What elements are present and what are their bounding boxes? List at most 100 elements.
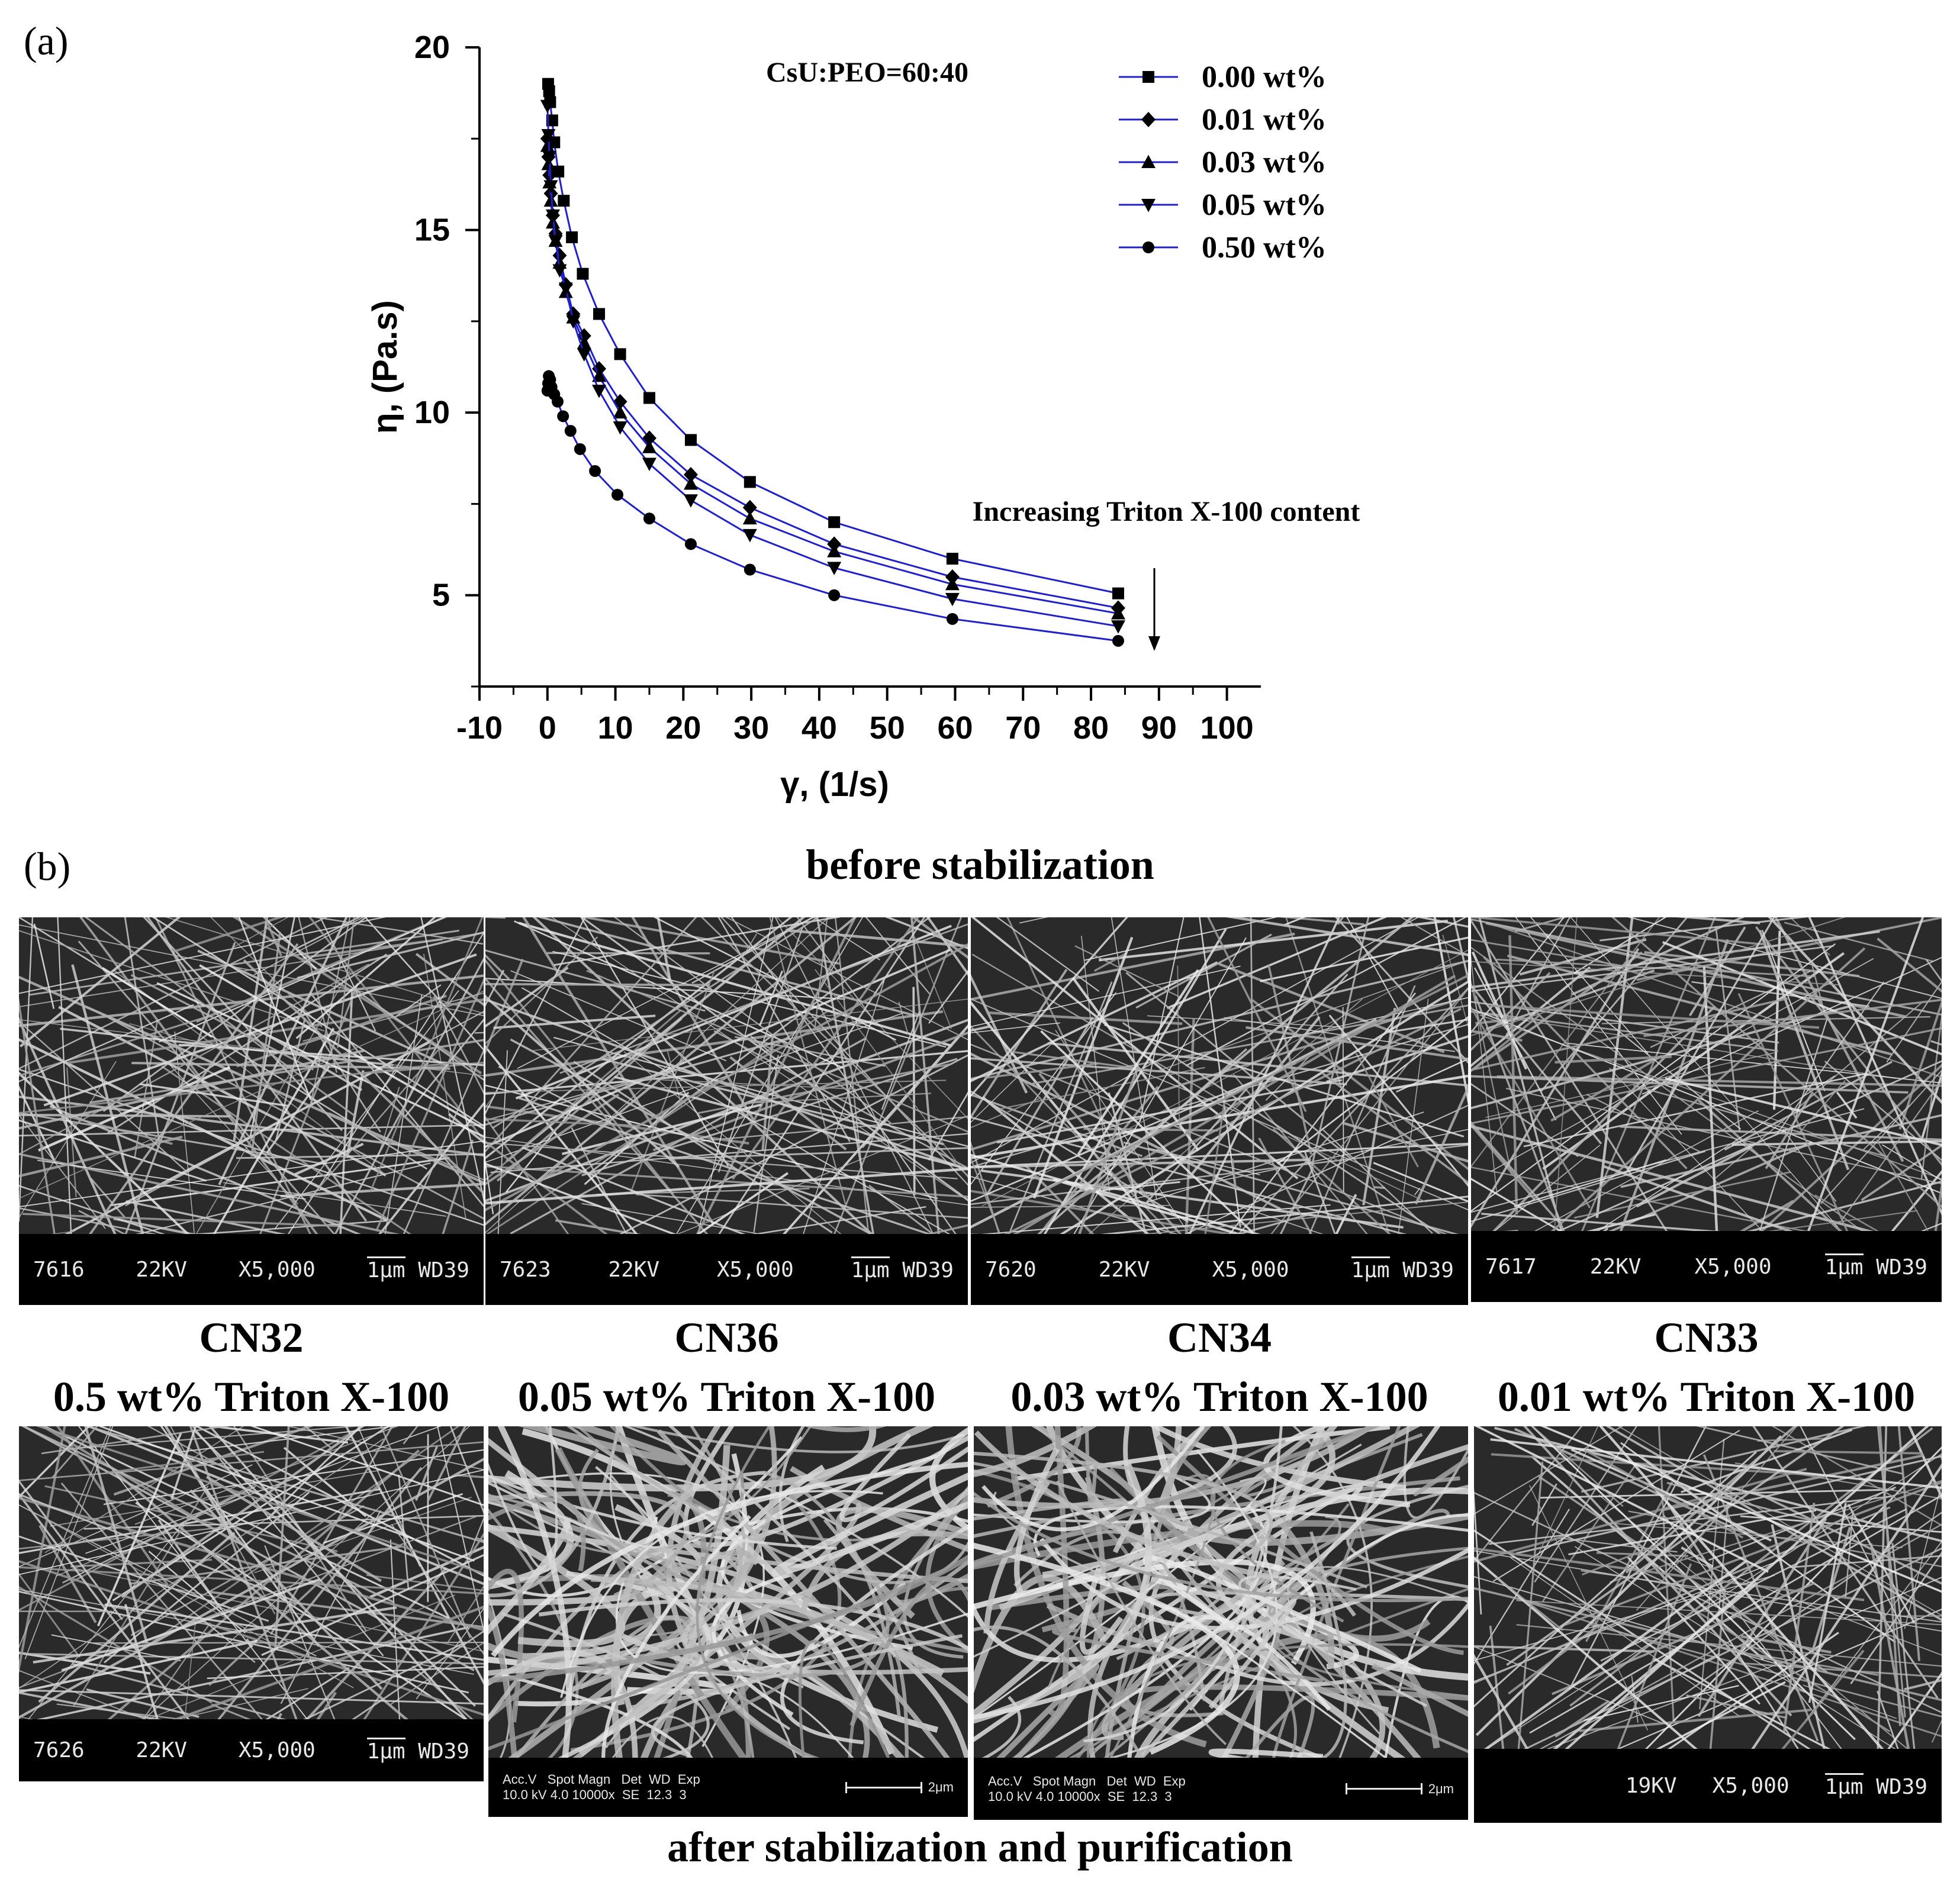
sem-fiber-texture: [1471, 917, 1942, 1231]
nanofiber: [1681, 1546, 1714, 1568]
nanofiber: [911, 917, 968, 959]
nanofiber: [287, 932, 484, 1234]
nanofiber: [88, 943, 299, 1234]
nanofiber: [1471, 1029, 1523, 1042]
nanofiber: [1483, 1559, 1748, 1749]
nanofiber: [1897, 1426, 1920, 1661]
nanofiber: [488, 1554, 968, 1684]
nanofiber: [1841, 1079, 1942, 1220]
nanofiber: [1079, 1567, 1124, 1655]
nanofiber: [19, 1469, 484, 1575]
nanofiber: [555, 1219, 642, 1234]
nanofiber: [1187, 1016, 1321, 1179]
sem-image-cn32-after: 7626 22KV X5,000 1μm WD39: [19, 1426, 484, 1781]
nanofiber: [1695, 1426, 1903, 1475]
nanofiber: [328, 1112, 484, 1181]
nanofiber: [1044, 974, 1468, 1192]
nanofiber: [1581, 1541, 1664, 1576]
nanofiber: [1494, 1145, 1601, 1231]
nanofiber: [1600, 1508, 1907, 1662]
nanofiber: [490, 1133, 968, 1174]
nanofiber: [1292, 1426, 1373, 1758]
nanofiber: [22, 1213, 338, 1227]
caption-code: CN34: [1167, 1314, 1272, 1361]
nanofiber: [152, 917, 484, 1127]
x-tick-label: 90: [1141, 710, 1177, 746]
sem-scale: 1μm: [1824, 1253, 1864, 1280]
nanofiber: [1516, 1600, 1942, 1626]
nanofiber: [485, 936, 598, 1045]
nanofiber: [55, 1491, 258, 1577]
nanofiber: [60, 1113, 173, 1145]
nanofiber: [696, 1172, 788, 1234]
nanofiber: [1534, 1110, 1759, 1231]
caption-code: CN32: [199, 1314, 304, 1361]
nanofiber: [172, 1605, 484, 1719]
nanofiber: [771, 1472, 968, 1577]
nanofiber: [19, 990, 484, 1199]
nanofiber: [538, 1598, 968, 1651]
nanofiber: [559, 923, 968, 1074]
nanofiber: [1056, 1480, 1227, 1745]
sem-info-bar: 7623 22KV X5,000 1μm WD39: [485, 1234, 968, 1305]
nanofiber: [469, 1517, 484, 1555]
nanofiber: [579, 917, 841, 965]
nanofiber: [1803, 1684, 1897, 1719]
nanofiber: [1665, 1077, 1942, 1146]
nanofiber: [1814, 1194, 1879, 1231]
data-point: [612, 489, 624, 501]
nanofiber: [1898, 999, 1942, 1130]
nanofiber: [914, 936, 952, 1029]
nanofiber: [1150, 1426, 1407, 1491]
nanofiber: [50, 1230, 75, 1234]
nanofiber: [1550, 947, 1866, 1231]
data-point: [592, 385, 607, 398]
sem-scale: 1μm: [1351, 1256, 1390, 1282]
nanofiber: [184, 1616, 197, 1719]
nanofiber: [1755, 926, 1942, 1166]
nanofiber: [485, 943, 968, 1211]
nanofiber: [1565, 1426, 1929, 1749]
nanofiber: [488, 1567, 948, 1751]
nanofiber: [1474, 1654, 1529, 1749]
nanofiber: [971, 1175, 1179, 1234]
nanofiber: [1503, 917, 1571, 1040]
nanofiber: [485, 1009, 681, 1181]
nanofiber: [1709, 1591, 1726, 1749]
nanofiber: [580, 917, 729, 1167]
nanofiber: [304, 1426, 332, 1448]
nanofiber: [485, 959, 674, 1195]
sem-fiber-texture: [974, 1426, 1468, 1758]
nanofiber: [1861, 1144, 1942, 1201]
nanofiber: [380, 1426, 471, 1639]
nanofiber: [36, 1626, 469, 1719]
sem-fiber-texture: [488, 1426, 968, 1758]
nanofiber: [1529, 1485, 1649, 1730]
nanofiber: [1507, 954, 1892, 1056]
sem-mag: X5,000: [1212, 1257, 1289, 1282]
nanofiber: [19, 1441, 484, 1481]
caption-cn36: CN36 0.05 wt% Triton X-100: [485, 1308, 968, 1426]
nanofiber: [207, 1666, 484, 1680]
data-point: [683, 467, 698, 483]
sem-values: 10.0 kV 4.0 10000x SE 12.3 3: [988, 1788, 1172, 1804]
nanofiber: [1805, 1541, 1942, 1720]
data-point: [643, 392, 655, 404]
nanofiber: [189, 1489, 383, 1690]
nanofiber: [223, 1182, 446, 1217]
nanofiber: [395, 984, 442, 1018]
nanofiber: [58, 1006, 387, 1177]
nanofiber: [1207, 917, 1307, 1112]
sem-scale: 1μm: [366, 1256, 405, 1282]
data-point: [589, 465, 601, 477]
nanofiber: [37, 1159, 306, 1200]
nanofiber: [1877, 1690, 1899, 1749]
y-tick-label: 5: [432, 578, 450, 613]
x-tick-label: 80: [1073, 710, 1109, 746]
nanofiber: [974, 1462, 1368, 1589]
nanofiber: [1529, 1494, 1942, 1734]
nanofiber: [1625, 1426, 1797, 1574]
sem-scale: 2μm: [1428, 1781, 1454, 1796]
nanofiber: [1251, 999, 1468, 1171]
nanofiber: [1388, 1019, 1468, 1033]
